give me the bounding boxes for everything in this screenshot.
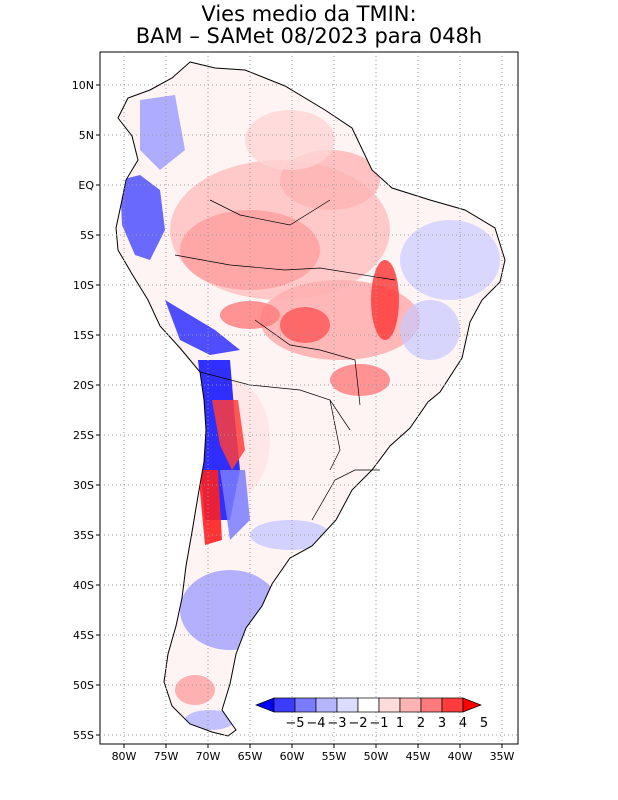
colorbar-segment [315,697,338,713]
lat-tick-label: 20S [73,379,94,392]
lat-tick-label: 10N [72,79,94,92]
colorbar-segment [420,697,443,713]
lat-tick-label: 5S [80,229,94,242]
colorbar-label: 2 [417,716,425,731]
lon-tick-label: 50W [364,750,389,763]
colorbar-segment [441,697,464,713]
colorbar-label: 5 [480,716,488,731]
colorbar-label: −1 [369,716,388,731]
lat-tick-label: 45S [73,629,94,642]
lat-tick-label: 15S [73,329,94,342]
lat-tick-label: 55S [73,729,94,742]
colorbar-segment [378,697,401,713]
colorbar-segment [336,697,359,713]
lat-tick-label: 10S [73,279,94,292]
colorbar-segment [273,697,296,713]
map-title-line1: Vies medio da TMIN: [201,2,417,26]
colorbar-label: −3 [327,716,346,731]
lat-tick-label: 5N [79,129,94,142]
lon-tick-label: 65W [238,750,263,763]
lat-tick-label: 35S [73,529,94,542]
map-title-line2: BAM – SAMet 08/2023 para 048h [135,24,483,48]
colorbar-segment [357,697,380,713]
colorbar-label: 4 [459,716,467,731]
colorbar-label: −4 [306,716,325,731]
colorbar-label: −2 [348,716,367,731]
lon-tick-label: 40W [448,750,473,763]
axis-ticks: 10N 5N EQ 5S 10S 15S 20S 25S 30S 35S 40S 45S 50S 55S 8… [72,79,515,763]
colorbar-label: 3 [438,716,446,731]
lat-lon-grid [100,52,518,744]
colorbar-segment [399,697,422,713]
lon-tick-label: 80W [112,750,137,763]
lat-tick-label: 30S [73,479,94,492]
lat-tick-label: EQ [78,179,94,192]
colorbar-label: −5 [285,716,304,731]
lat-tick-label: 50S [73,679,94,692]
lon-tick-label: 75W [154,750,179,763]
lat-tick-label: 40S [73,579,94,592]
lon-tick-label: 60W [280,750,305,763]
lat-tick-label: 25S [73,429,94,442]
lon-tick-label: 70W [196,750,221,763]
colorbar-arrow-high [462,697,482,713]
colorbar-segment [294,697,317,713]
colorbar-label: 1 [396,716,404,731]
country-borders [174,199,396,521]
lon-tick-label: 35W [490,750,515,763]
lon-tick-label: 45W [406,750,431,763]
colorbar: −5 −4 −3 −2 −1 1 2 3 4 5 [255,697,488,731]
lon-tick-label: 55W [322,750,347,763]
